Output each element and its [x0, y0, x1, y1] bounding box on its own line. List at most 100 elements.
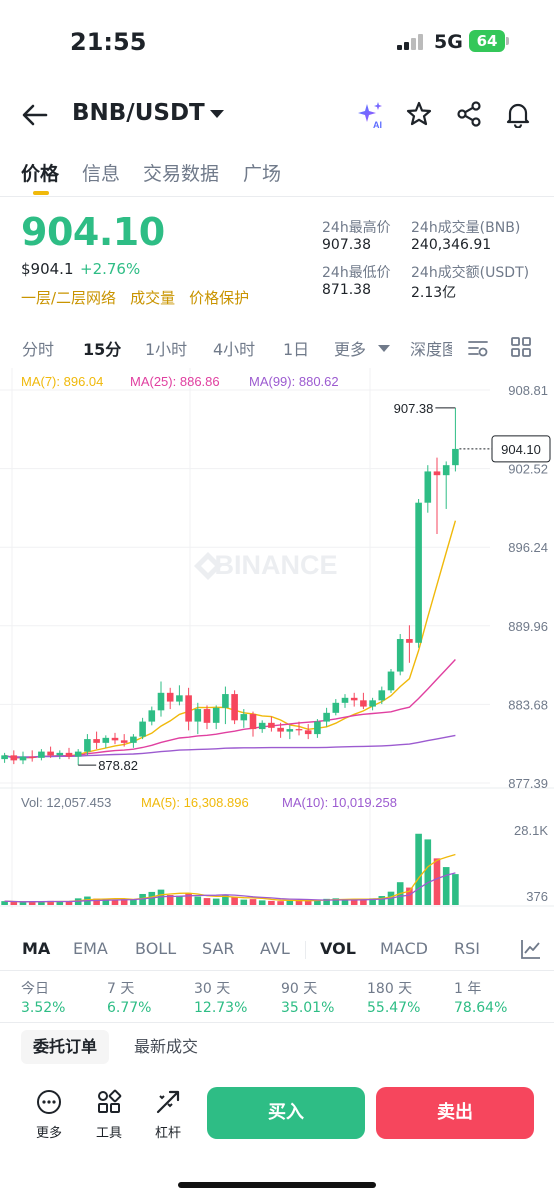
interval-15m[interactable]: 15分	[83, 340, 122, 359]
divider	[0, 196, 554, 197]
tag-layer[interactable]: 一层/二层网络	[21, 289, 117, 307]
ma99-legend: MA(99): 880.62	[249, 374, 339, 389]
leverage-button[interactable]: 杠杆	[143, 1088, 193, 1141]
divider	[0, 1022, 554, 1023]
chart-grid	[0, 368, 554, 908]
tab-square[interactable]: 广场	[243, 163, 282, 185]
ai-sparkle-icon[interactable]: AI	[356, 100, 386, 130]
perf-90d[interactable]: 90 天 35.01%	[281, 978, 361, 1016]
low-marker-label: 878.82	[98, 758, 138, 773]
layout-grid-icon[interactable]	[510, 336, 532, 358]
perf-value: 35.01%	[281, 1000, 335, 1016]
candle-body	[47, 751, 54, 756]
tag-volume[interactable]: 成交量	[130, 289, 176, 307]
indicator-sar[interactable]: SAR	[202, 939, 235, 958]
volume-bar	[231, 896, 238, 905]
candle-body	[222, 694, 229, 708]
interval-4h[interactable]: 4小时	[213, 340, 256, 359]
more-button[interactable]: 更多	[24, 1088, 74, 1141]
interval-1d[interactable]: 1日	[283, 340, 310, 359]
ai-label: AI	[373, 120, 382, 130]
volume-bar	[350, 899, 358, 905]
perf-value: 78.64%	[454, 1000, 508, 1016]
perf-value: 3.52%	[21, 1000, 66, 1016]
change-percent: +2.76%	[80, 260, 141, 278]
chevron-down-icon[interactable]	[210, 110, 224, 118]
bell-icon[interactable]	[504, 100, 532, 128]
stat-volume-label: 24h成交量(BNB)	[411, 220, 521, 236]
high-marker-label: 907.38	[394, 401, 434, 416]
volume-bar	[185, 893, 192, 905]
volume-bar	[111, 900, 119, 905]
interval-1h[interactable]: 1小时	[145, 340, 188, 359]
volume-bars	[1, 833, 459, 905]
candle-body	[387, 671, 395, 691]
stat-low-value: 871.38	[322, 282, 371, 298]
interval-bar: 分时 15分 1小时 4小时 1日 更多 深度图	[0, 330, 554, 364]
candle-body	[406, 639, 413, 643]
volume-bar	[93, 898, 100, 905]
indicator-ema[interactable]: EMA	[73, 939, 108, 958]
volume-bar	[378, 896, 386, 905]
price-chart[interactable]: BINANCE MA(7): 896.04 MA(25): 886.86 MA(…	[0, 368, 554, 908]
candle-body	[194, 709, 202, 722]
volume-bar	[56, 901, 64, 905]
tools-button[interactable]: 工具	[84, 1088, 134, 1141]
price-tick: 889.96	[508, 619, 548, 634]
candle-body	[28, 756, 36, 758]
indicator-chart-icon[interactable]	[519, 937, 543, 961]
perf-label: 7 天	[107, 981, 135, 997]
leverage-icon	[156, 1090, 180, 1114]
candle-body	[93, 739, 100, 743]
tag-price-protection[interactable]: 价格保护	[189, 289, 250, 307]
star-icon[interactable]	[405, 100, 433, 128]
tab-latest-trades[interactable]: 最新成交	[134, 1037, 199, 1056]
pair-title[interactable]: BNB/USDT	[72, 100, 205, 126]
price-tick: 908.81	[508, 383, 548, 398]
candle-body	[10, 755, 18, 761]
candles	[1, 407, 459, 766]
interval-line[interactable]: 分时	[22, 340, 55, 359]
volume-bar	[249, 899, 257, 905]
perf-1y[interactable]: 1 年 78.64%	[454, 978, 534, 1016]
indicator-avl[interactable]: AVL	[260, 939, 290, 958]
indicator-macd[interactable]: MACD	[380, 939, 428, 958]
perf-180d[interactable]: 180 天 55.47%	[367, 978, 447, 1016]
tab-open-orders[interactable]: 委托订单	[21, 1030, 110, 1064]
tab-price[interactable]: 价格	[21, 163, 60, 185]
buy-button[interactable]: 买入	[207, 1087, 365, 1139]
usd-price: $904.1	[21, 260, 74, 278]
last-price: 904.10	[21, 210, 165, 254]
candle-body	[249, 714, 257, 730]
candle-body	[314, 721, 321, 735]
leverage-label: 杠杆	[154, 1126, 181, 1141]
volume-legend: Vol: 12,057.453 MA(5): 16,308.896 MA(10)…	[21, 795, 397, 810]
sell-button[interactable]: 卖出	[376, 1087, 534, 1139]
perf-label: 90 天	[281, 981, 318, 997]
candle-body	[19, 756, 27, 761]
back-arrow-icon[interactable]	[20, 100, 50, 130]
perf-7d[interactable]: 7 天 6.77%	[107, 978, 187, 1016]
tab-info[interactable]: 信息	[82, 163, 121, 185]
volume-bar	[240, 899, 248, 905]
volume-bar	[415, 833, 422, 905]
perf-today[interactable]: 今日 3.52%	[21, 978, 101, 1016]
volume-bar	[323, 898, 330, 905]
interval-depth[interactable]: 深度图	[410, 340, 452, 359]
chevron-down-icon[interactable]	[378, 345, 390, 352]
indicator-ma[interactable]: MA	[22, 939, 51, 958]
volume-bar	[314, 899, 321, 905]
chart-settings-icon[interactable]	[466, 336, 490, 360]
interval-more[interactable]: 更多	[334, 340, 367, 359]
indicator-rsi[interactable]: RSI	[454, 939, 480, 958]
tab-trading-data[interactable]: 交易数据	[143, 163, 220, 185]
volume-bar	[424, 839, 432, 905]
indicator-vol[interactable]: VOL	[320, 939, 356, 958]
perf-30d[interactable]: 30 天 12.73%	[194, 978, 274, 1016]
candle-body	[295, 729, 303, 731]
price-tick: 902.52	[508, 462, 548, 477]
candle-body	[304, 730, 312, 735]
candle-body	[176, 695, 183, 702]
indicator-boll[interactable]: BOLL	[135, 939, 177, 958]
share-icon[interactable]	[455, 100, 483, 128]
